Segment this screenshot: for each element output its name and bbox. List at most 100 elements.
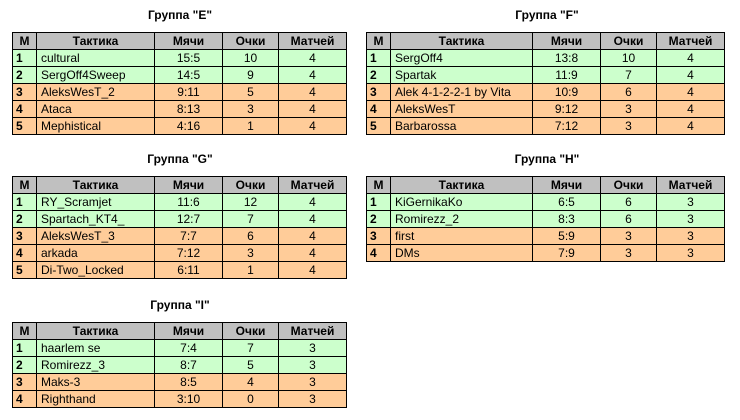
col-header-games: Матчей bbox=[278, 322, 347, 340]
col-header-games: Матчей bbox=[656, 176, 725, 194]
table-row: 1 SergOff4 13:8 10 4 bbox=[366, 49, 725, 67]
cell-pos: 2 bbox=[366, 66, 391, 84]
cell-team: Spartak bbox=[390, 66, 533, 84]
cell-games: 4 bbox=[278, 261, 347, 279]
cell-games: 3 bbox=[278, 390, 347, 408]
cell-points: 5 bbox=[222, 356, 279, 374]
cell-team: Ataca bbox=[36, 100, 155, 118]
table-row: 5 Barbarossa 7:12 3 4 bbox=[366, 117, 725, 135]
col-header-points: Очки bbox=[222, 176, 279, 194]
table-row: 4 Righthand 3:10 0 3 bbox=[12, 390, 347, 408]
col-header-balls: Мячи bbox=[154, 176, 223, 194]
cell-balls: 7:9 bbox=[532, 244, 601, 262]
group-title: Группа "E" bbox=[147, 8, 213, 22]
cell-games: 4 bbox=[278, 117, 347, 135]
cell-team: AleksWesT bbox=[390, 100, 533, 118]
cell-games: 3 bbox=[278, 356, 347, 374]
cell-points: 10 bbox=[222, 49, 279, 67]
col-header-pos: М bbox=[12, 176, 37, 194]
col-header-points: Очки bbox=[600, 32, 657, 50]
col-header-team: Тактика bbox=[36, 322, 155, 340]
cell-balls: 3:10 bbox=[154, 390, 223, 408]
table-row: 1 cultural 15:5 10 4 bbox=[12, 49, 347, 67]
table-row: 2 Spartach_KT4_ 12:7 7 4 bbox=[12, 210, 347, 228]
table-row: 2 Spartak 11:9 7 4 bbox=[366, 66, 725, 84]
cell-pos: 1 bbox=[12, 49, 37, 67]
table-header-row: М Тактика Мячи Очки Матчей bbox=[366, 32, 725, 50]
cell-balls: 10:9 bbox=[532, 83, 601, 101]
cell-points: 0 bbox=[222, 390, 279, 408]
cell-games: 4 bbox=[656, 66, 725, 84]
table-header-row: М Тактика Мячи Очки Матчей bbox=[12, 32, 347, 50]
cell-team: AleksWesT_3 bbox=[36, 227, 155, 245]
table-row: 5 Di-Two_Locked 6:11 1 4 bbox=[12, 261, 347, 279]
cell-points: 12 bbox=[222, 193, 279, 211]
cell-games: 4 bbox=[656, 83, 725, 101]
cell-team: Spartach_KT4_ bbox=[36, 210, 155, 228]
cell-balls: 12:7 bbox=[154, 210, 223, 228]
group-title: Группа "I" bbox=[150, 298, 210, 312]
cell-games: 3 bbox=[278, 339, 347, 357]
col-header-team: Тактика bbox=[36, 32, 155, 50]
cell-team: arkada bbox=[36, 244, 155, 262]
cell-pos: 2 bbox=[12, 210, 37, 228]
col-header-team: Тактика bbox=[390, 176, 533, 194]
table-row: 2 SergOff4Sweep 14:5 9 4 bbox=[12, 66, 347, 84]
cell-balls: 7:12 bbox=[154, 244, 223, 262]
table-row: 2 Romirezz_3 8:7 5 3 bbox=[12, 356, 347, 374]
cell-points: 7 bbox=[600, 66, 657, 84]
cell-points: 1 bbox=[222, 261, 279, 279]
cell-pos: 1 bbox=[12, 193, 37, 211]
cell-team: Di-Two_Locked bbox=[36, 261, 155, 279]
table-row: 3 Maks-3 8:5 4 3 bbox=[12, 373, 347, 391]
cell-balls: 14:5 bbox=[154, 66, 223, 84]
cell-games: 4 bbox=[278, 49, 347, 67]
group-title: Группа "F" bbox=[515, 8, 579, 22]
cell-pos: 4 bbox=[12, 390, 37, 408]
cell-team: cultural bbox=[36, 49, 155, 67]
cell-balls: 5:9 bbox=[532, 227, 601, 245]
table-header-row: М Тактика Мячи Очки Матчей bbox=[12, 176, 347, 194]
cell-pos: 1 bbox=[12, 339, 37, 357]
cell-pos: 3 bbox=[366, 83, 391, 101]
col-header-balls: Мячи bbox=[532, 176, 601, 194]
cell-points: 4 bbox=[222, 373, 279, 391]
cell-points: 7 bbox=[222, 339, 279, 357]
cell-balls: 8:5 bbox=[154, 373, 223, 391]
table-row: 1 RY_Scramjet 11:6 12 4 bbox=[12, 193, 347, 211]
group-title: Группа "G" bbox=[147, 152, 213, 166]
table-row: 2 Romirezz_2 8:3 6 3 bbox=[366, 210, 725, 228]
cell-points: 3 bbox=[600, 100, 657, 118]
col-header-balls: Мячи bbox=[154, 322, 223, 340]
col-header-games: Матчей bbox=[278, 32, 347, 50]
cell-points: 6 bbox=[600, 193, 657, 211]
standings-table: М Тактика Мячи Очки Матчей 1 KiGernikaKo… bbox=[366, 176, 725, 262]
cell-team: AleksWesT_2 bbox=[36, 83, 155, 101]
cell-balls: 15:5 bbox=[154, 49, 223, 67]
cell-games: 4 bbox=[278, 83, 347, 101]
standings-table: М Тактика Мячи Очки Матчей 1 haarlem se … bbox=[12, 322, 347, 408]
table-row: 1 haarlem se 7:4 7 3 bbox=[12, 339, 347, 357]
cell-games: 4 bbox=[278, 210, 347, 228]
cell-team: SergOff4 bbox=[390, 49, 533, 67]
cell-balls: 11:6 bbox=[154, 193, 223, 211]
cell-pos: 3 bbox=[12, 373, 37, 391]
cell-balls: 4:16 bbox=[154, 117, 223, 135]
cell-points: 6 bbox=[222, 227, 279, 245]
cell-points: 3 bbox=[600, 117, 657, 135]
standings-table: М Тактика Мячи Очки Матчей 1 SergOff4 13… bbox=[366, 32, 725, 135]
cell-games: 3 bbox=[656, 244, 725, 262]
cell-team: Alek 4-1-2-2-1 by Vita bbox=[390, 83, 533, 101]
cell-pos: 5 bbox=[366, 117, 391, 135]
cell-team: RY_Scramjet bbox=[36, 193, 155, 211]
col-header-points: Очки bbox=[600, 176, 657, 194]
standings-table: М Тактика Мячи Очки Матчей 1 RY_Scramjet… bbox=[12, 176, 347, 279]
cell-team: DMs bbox=[390, 244, 533, 262]
cell-team: first bbox=[390, 227, 533, 245]
cell-points: 3 bbox=[222, 244, 279, 262]
cell-points: 6 bbox=[600, 83, 657, 101]
cell-pos: 4 bbox=[12, 244, 37, 262]
cell-games: 3 bbox=[278, 373, 347, 391]
cell-points: 3 bbox=[600, 227, 657, 245]
cell-balls: 7:4 bbox=[154, 339, 223, 357]
